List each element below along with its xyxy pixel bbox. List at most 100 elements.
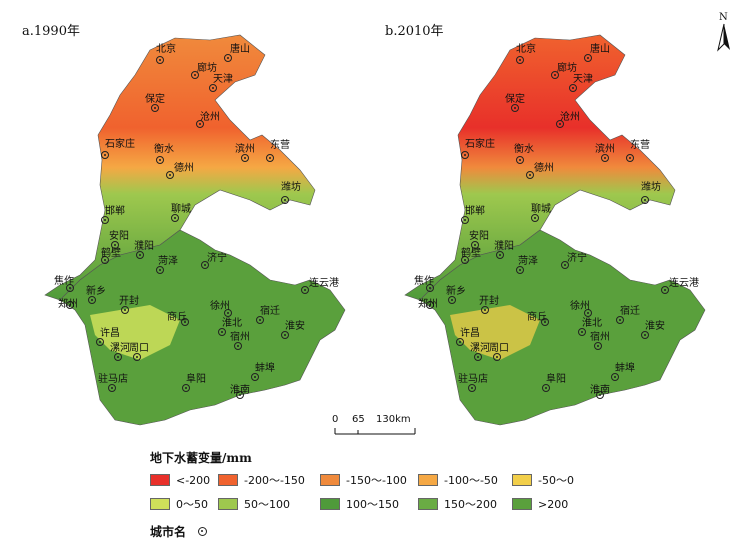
- city-label: 淮北: [582, 317, 602, 329]
- city-marker-dot: [644, 199, 646, 201]
- city-label: 德州: [174, 161, 194, 174]
- legend-swatch: [512, 474, 532, 486]
- city-marker-icon: [556, 120, 564, 128]
- city-marker-dot: [159, 269, 161, 271]
- city-marker-dot: [464, 259, 466, 261]
- legend-label: -200～-150: [244, 474, 305, 487]
- city-marker-icon: [111, 241, 119, 249]
- city-marker-icon: [156, 56, 164, 64]
- city-marker: 鹤壁: [101, 246, 121, 264]
- legend-item: <-200: [150, 473, 210, 487]
- city-marker-dot: [564, 264, 566, 266]
- city-marker: 北京: [156, 42, 176, 64]
- city-marker-icon: [88, 296, 96, 304]
- city-marker-dot: [159, 59, 161, 61]
- city-label: 北京: [156, 42, 176, 55]
- city-label: 阜阳: [186, 372, 206, 385]
- city-marker: 驻马店: [458, 372, 488, 392]
- city-marker: 商丘: [167, 310, 189, 326]
- city-marker-icon: [108, 384, 116, 392]
- city-marker-icon: [578, 328, 586, 336]
- city-marker-icon: [201, 261, 209, 269]
- legend-label: 50～100: [244, 498, 290, 511]
- city-marker-dot: [99, 341, 101, 343]
- city-label: 菏泽: [518, 255, 538, 267]
- north-arrow-icon: [717, 23, 730, 52]
- city-marker: 聊城: [531, 202, 551, 222]
- city-marker-dot: [69, 304, 71, 306]
- city-marker-dot: [464, 219, 466, 221]
- legend-swatch: [320, 498, 340, 510]
- legend-item: 150～200: [418, 497, 497, 511]
- city-marker-icon: [156, 266, 164, 274]
- legend-swatch: [218, 474, 238, 486]
- legend-swatch: [150, 474, 170, 486]
- north-arrow: N: [712, 12, 736, 52]
- legend-swatch: [512, 498, 532, 510]
- city-label: 菏泽: [158, 255, 178, 267]
- city-marker-dot: [477, 356, 479, 358]
- city-marker-dot: [154, 107, 156, 109]
- legend-swatch: [320, 474, 340, 486]
- city-marker-icon: [114, 353, 122, 361]
- region-henan-light-a: [90, 305, 180, 360]
- city-marker: 德州: [526, 161, 554, 179]
- city-marker: 邯郸: [101, 204, 125, 224]
- city-marker-dot: [259, 319, 261, 321]
- city-marker: 邯郸: [461, 204, 485, 224]
- city-label: 衡水: [154, 143, 174, 155]
- city-marker: 唐山: [224, 42, 250, 62]
- city-label: 驻马店: [458, 372, 488, 385]
- city-marker: 菏泽: [156, 255, 178, 274]
- city-label: 淮北: [222, 317, 242, 329]
- city-label: 蚌埠: [255, 361, 275, 374]
- city-marker-dot: [429, 287, 431, 289]
- city-marker-icon: [281, 196, 289, 204]
- region-south-a: [59, 229, 346, 426]
- city-marker-icon: [151, 104, 159, 112]
- city-marker-icon: [531, 214, 539, 222]
- legend-label: -100～-50: [444, 474, 498, 487]
- city-marker-icon: [526, 171, 534, 179]
- city-marker-dot: [544, 321, 546, 323]
- city-marker: 蚌埠: [611, 361, 635, 381]
- city-marker-dot: [587, 312, 589, 314]
- city-marker-icon: [474, 353, 482, 361]
- scale-tick-0: 0: [332, 414, 339, 425]
- city-label: 淮南: [230, 383, 250, 396]
- city-marker: 宿迁: [256, 304, 280, 324]
- city-marker: 徐州: [570, 299, 592, 317]
- city-marker-dot: [429, 304, 431, 306]
- city-marker: 焦作: [54, 274, 74, 292]
- city-marker: 徐州: [210, 299, 232, 317]
- city-label: 滨州: [595, 142, 615, 155]
- city-label: 廊坊: [557, 61, 577, 74]
- city-marker-dot: [284, 334, 286, 336]
- city-marker: 保定: [505, 92, 525, 112]
- region-north-b: [404, 34, 676, 301]
- city-marker-icon: [641, 196, 649, 204]
- city-marker-dot: [484, 309, 486, 311]
- city-marker-icon: [66, 301, 74, 309]
- city-marker-dot: [587, 57, 589, 59]
- city-marker: 淮南: [590, 383, 610, 399]
- city-marker-dot: [237, 345, 239, 347]
- city-marker: 滨州: [235, 142, 255, 162]
- city-marker-dot: [597, 345, 599, 347]
- city-label: 商丘: [167, 310, 187, 323]
- city-label: 廊坊: [197, 61, 217, 74]
- city-marker-dot: [124, 309, 126, 311]
- city-marker-dot: [221, 331, 223, 333]
- city-label: 新乡: [86, 284, 106, 297]
- city-marker-dot: [69, 287, 71, 289]
- scale-bar: 0 65 130km: [330, 414, 420, 444]
- legend-label: -50～0: [538, 474, 574, 487]
- city-marker-dot: [496, 356, 498, 358]
- city-marker-icon: [456, 338, 464, 346]
- city-marker: 衡水: [154, 143, 174, 164]
- city-marker: 宿州: [590, 330, 610, 350]
- city-label: 鹤壁: [461, 246, 481, 259]
- legend-label: -150～-100: [346, 474, 407, 487]
